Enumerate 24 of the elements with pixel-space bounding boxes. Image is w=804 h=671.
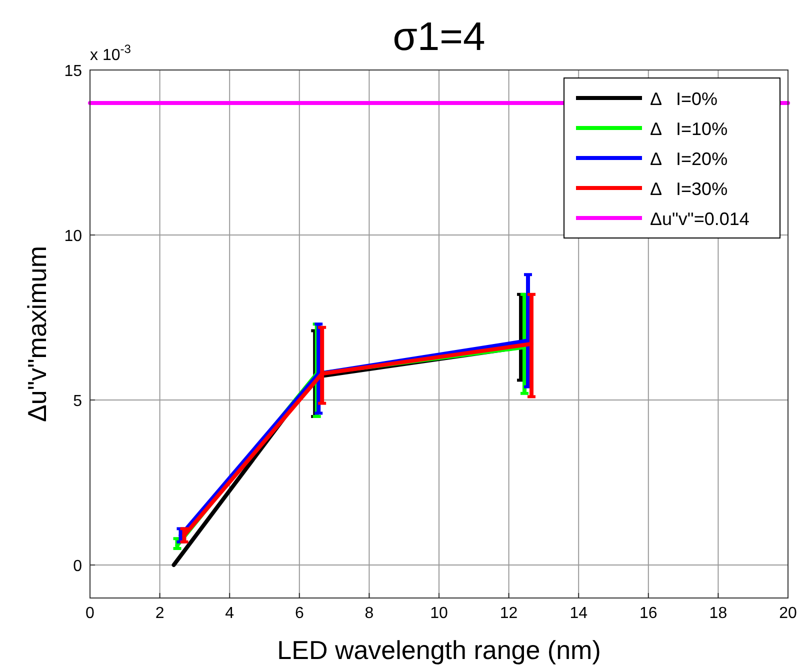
x-tick-label: 14 [570,605,588,622]
chart-title: σ1=4 [392,15,486,59]
x-tick-label: 18 [709,605,728,622]
y-tick-label: 5 [73,393,82,410]
x-tick-label: 8 [364,605,374,622]
y-axis-title: Δu"v"maximum [22,246,52,422]
x-tick-label: 6 [294,605,304,622]
x-tick-label: 20 [779,605,797,622]
x-tick-label: 10 [430,605,448,622]
legend-label: Δ I=0% [650,89,718,109]
text: x 10$^{-3}$ [90,42,132,64]
x-tick-label: 2 [155,605,164,622]
legend-label: Δu"v"=0.014 [650,209,750,229]
y-tick-label: 15 [64,63,82,80]
x-axis-title: LED wavelength range (nm) [277,635,601,665]
y-tick-label: 0 [73,558,82,575]
x-tick-label: 16 [640,605,658,622]
x-tick-label: 4 [225,605,234,622]
y-tick-label: 10 [64,228,82,245]
legend-label: Δ I=20% [650,149,728,169]
x-tick-label: 12 [500,605,518,622]
legend-label: Δ I=10% [650,119,728,139]
x-tick-label: 0 [86,605,95,622]
legend-label: Δ I=30% [650,179,728,199]
